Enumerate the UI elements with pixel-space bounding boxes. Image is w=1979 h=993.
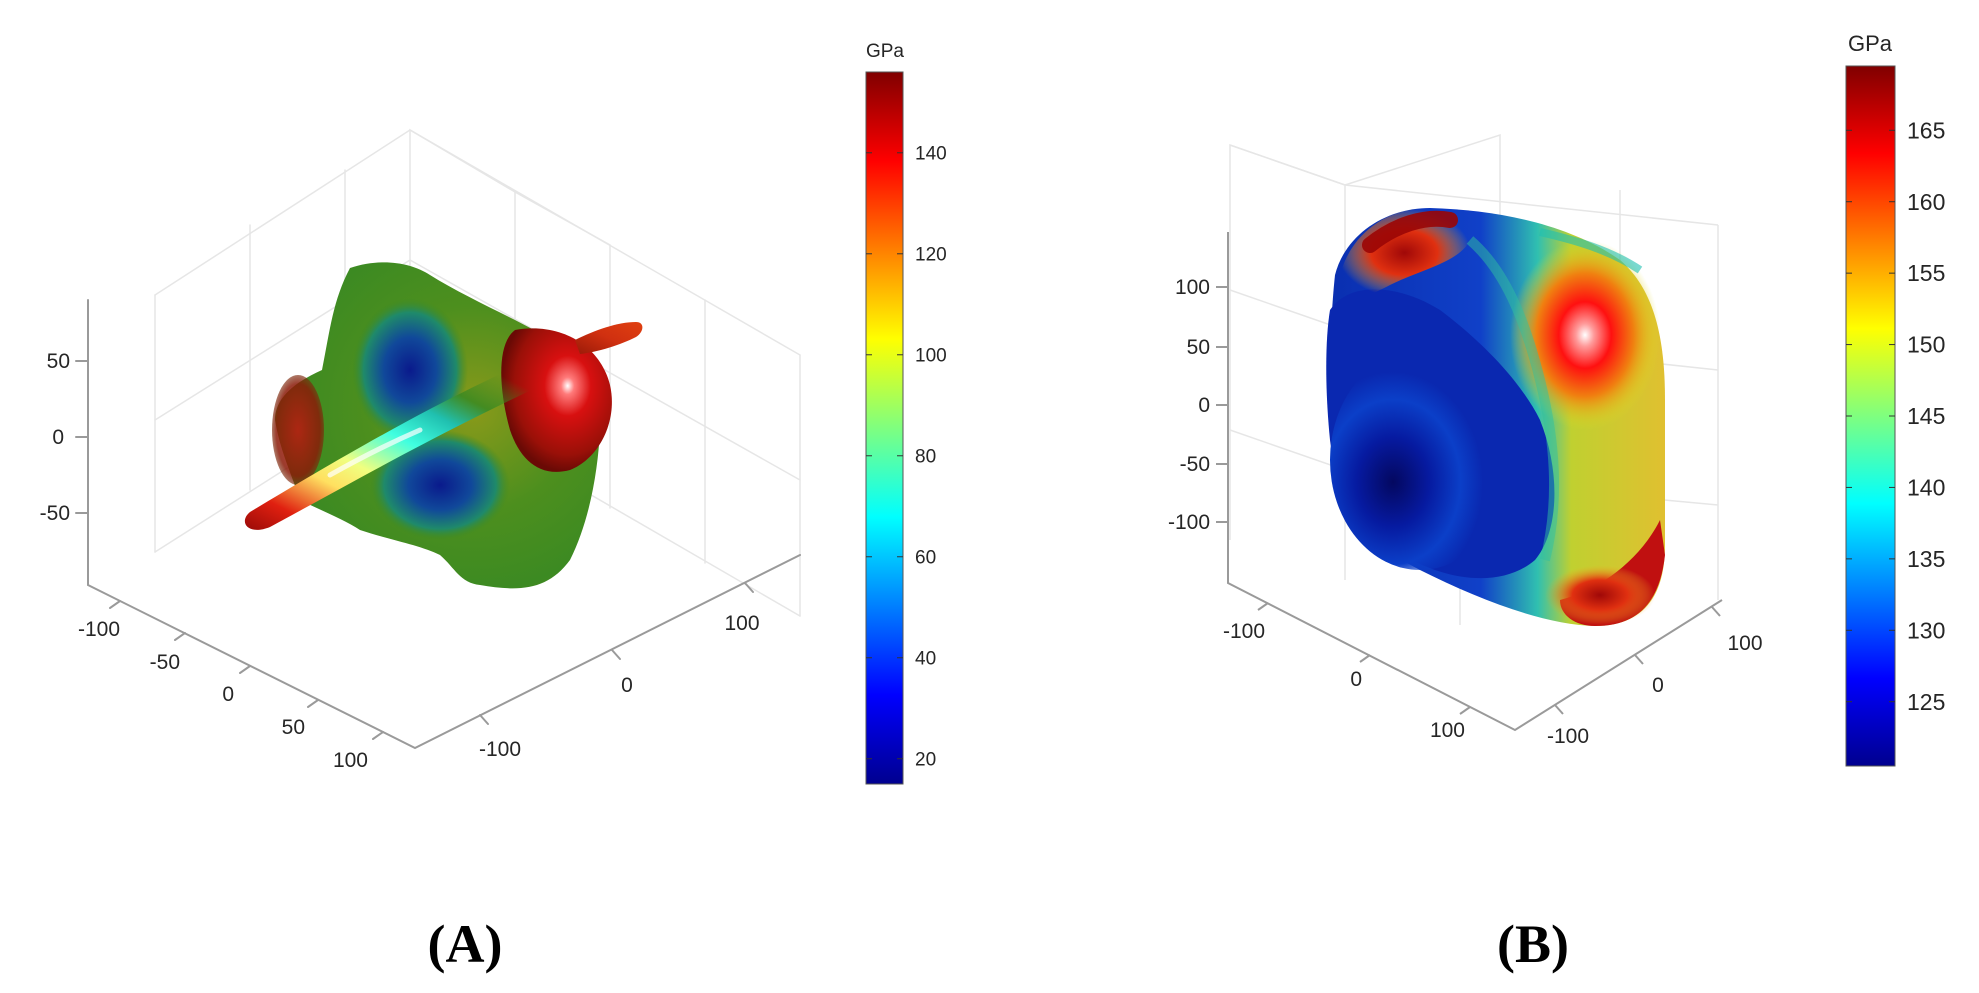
panel-a-right-tick: -100 <box>479 738 521 761</box>
panel-b-z-tick: -100 <box>1168 511 1210 534</box>
panel-a-left-tick: -50 <box>150 651 180 674</box>
panel-b-colorbar-unit: GPa <box>1848 31 1893 56</box>
panel-a-right-ticks: -100 0 100 <box>479 612 760 761</box>
panel-a-left-tick: 50 <box>282 716 305 739</box>
panel-b-colorbar-tick-label: 130 <box>1907 617 1945 643</box>
panel-b-right-tick: 0 <box>1652 674 1664 697</box>
panel-a-colorbar-tick-label: 100 <box>915 345 947 366</box>
panel-a-left-tick: -100 <box>78 618 120 641</box>
panel-b-colorbar-tick-label: 135 <box>1907 546 1945 572</box>
panel-a-right-tick: 0 <box>621 674 633 697</box>
panel-b-left-tick: 0 <box>1350 668 1362 691</box>
panel-a-z-tick: -50 <box>40 502 70 525</box>
panel-b-left-tick: -100 <box>1223 620 1265 643</box>
panel-a-colorbar-tick-label: 20 <box>915 749 936 770</box>
panel-a-colorbar-unit: GPa <box>866 41 904 62</box>
panel-b-right-tick: -100 <box>1547 725 1589 748</box>
panel-b-colorbar-tick-label: 165 <box>1907 117 1945 143</box>
panel-b-colorbar-tick-label: 160 <box>1907 189 1945 215</box>
panel-b-right-tick: 100 <box>1727 632 1762 655</box>
panel-b-left-tick: 100 <box>1430 719 1465 742</box>
panel-b-right-ticks: -100 0 100 <box>1547 632 1763 748</box>
panel-a-low-region-lower <box>370 430 510 540</box>
panel-a-colorbar-tick-label: 140 <box>915 143 947 164</box>
panel-a-blade <box>244 324 642 530</box>
panel-b-z-ticks: 100 50 0 -50 -100 <box>1168 276 1210 534</box>
panel-b: 100 50 0 -50 -100 -100 0 100 -100 0 100 … <box>1168 31 1945 974</box>
panel-b-left-ticks: -100 0 100 <box>1223 620 1465 742</box>
panel-a: 50 0 -50 -100 -50 0 50 100 -100 0 100 GP… <box>40 41 947 974</box>
panel-b-colorbar: GPa 125 130 135 140 145 150 155 160 165 <box>1845 31 1945 767</box>
panel-a-right-tick: 100 <box>724 612 759 635</box>
panel-b-label: (B) <box>1497 914 1569 974</box>
panel-a-colorbar-tick-label: 40 <box>915 648 936 669</box>
panel-b-z-tick: -50 <box>1180 453 1210 476</box>
panel-a-axes-box <box>75 128 801 750</box>
panel-b-colorbar-tick-label: 140 <box>1907 474 1945 500</box>
panel-b-z-tick: 0 <box>1198 394 1210 417</box>
panel-b-colorbar-tick-label: 145 <box>1907 403 1945 429</box>
panel-a-colorbar: GPa 20 40 60 80 100 120 140 <box>865 41 947 785</box>
panel-a-left-tick: 0 <box>222 683 234 706</box>
panel-a-z-ticks: 50 0 -50 <box>40 350 70 525</box>
panel-b-colorbar-tick-label: 125 <box>1907 689 1945 715</box>
panel-a-colorbar-bar <box>865 71 904 785</box>
panel-a-colorbar-tick-label: 120 <box>915 244 947 265</box>
panel-a-label: (A) <box>428 914 503 974</box>
panel-a-z-tick: 50 <box>47 350 70 373</box>
panel-b-colorbar-tick-label: 150 <box>1907 332 1945 358</box>
panel-a-left-ticks: -100 -50 0 50 100 <box>78 618 368 772</box>
panel-b-surface <box>1326 208 1665 626</box>
panel-b-colorbar-bar <box>1845 65 1896 767</box>
panel-a-colorbar-tick-label: 80 <box>915 446 936 467</box>
panel-a-surface <box>244 262 643 589</box>
panel-b-z-tick: 50 <box>1187 336 1210 359</box>
panel-a-left-tick: 100 <box>333 749 368 772</box>
panel-a-z-tick: 0 <box>52 426 64 449</box>
panel-b-high-region <box>1510 240 1660 430</box>
panel-b-colorbar-tick-label: 155 <box>1907 260 1945 286</box>
panel-b-z-tick: 100 <box>1175 276 1210 299</box>
panel-a-colorbar-tick-label: 60 <box>915 547 936 568</box>
